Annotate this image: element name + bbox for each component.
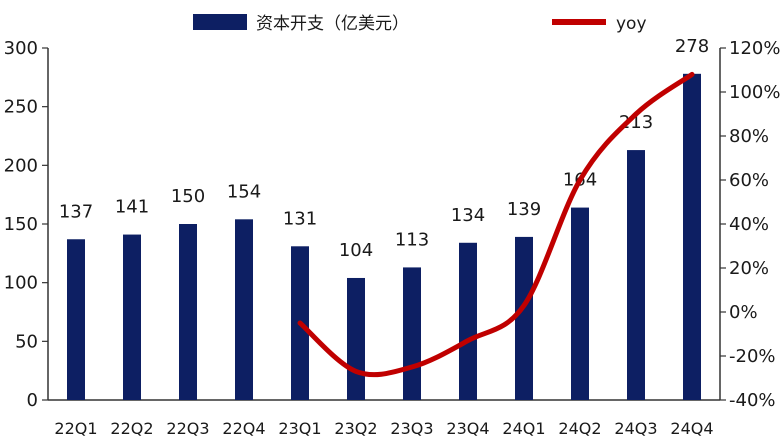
right-tick-label: 20% (729, 258, 769, 279)
bar-23Q2 (347, 277, 365, 400)
left-axis-ticks: 0 50 100 150 200 250 300 (4, 38, 48, 411)
bar-value-label: 137 (59, 201, 93, 222)
bar-22Q4 (235, 219, 253, 400)
bar-22Q3 (179, 224, 197, 400)
yoy-series (297, 71, 695, 378)
bar-23Q4 (459, 242, 477, 400)
bar-23Q3 (403, 267, 421, 400)
bar-24Q3 (627, 150, 645, 400)
category-label: 23Q1 (278, 419, 321, 438)
right-tick-label: 40% (729, 214, 769, 235)
left-tick-label: 150 (4, 214, 38, 235)
category-label: 22Q3 (166, 419, 209, 438)
category-label: 24Q3 (614, 419, 657, 438)
right-tick-label: -20% (729, 346, 776, 367)
bar-24Q2 (571, 207, 589, 400)
right-axis-ticks: -40% -20% 0% 20% 40% 60% 80% 100% 120% (720, 38, 780, 411)
bar-22Q2 (123, 234, 141, 400)
category-label: 23Q3 (390, 419, 433, 438)
bar-value-label: 139 (507, 199, 541, 220)
left-tick-label: 200 (4, 155, 38, 176)
bar-value-label: 104 (339, 240, 373, 261)
right-tick-label: 80% (729, 126, 769, 147)
bar-series (67, 73, 701, 401)
yoy-line (297, 71, 695, 378)
legend-swatch-capex (193, 14, 247, 30)
left-tick-label: 50 (15, 331, 38, 352)
category-label: 23Q4 (446, 419, 489, 438)
category-label: 22Q1 (54, 419, 97, 438)
category-label: 24Q1 (502, 419, 545, 438)
bar-value-label: 141 (115, 197, 149, 218)
right-tick-label: 60% (729, 170, 769, 191)
axes (47, 48, 721, 401)
right-tick-label: -40% (729, 390, 776, 411)
legend-label-capex: 资本开支（亿美元） (256, 14, 409, 34)
left-tick-label: 300 (4, 38, 38, 59)
right-tick-label: 100% (729, 82, 780, 103)
bar-value-label: 150 (171, 186, 205, 207)
category-label: 24Q2 (558, 419, 601, 438)
category-label: 24Q4 (670, 419, 713, 438)
right-tick-label: 0% (729, 302, 758, 323)
left-tick-label: 250 (4, 97, 38, 118)
bar-value-label: 213 (619, 112, 653, 133)
legend: 资本开支（亿美元） yoy (193, 14, 647, 34)
category-label: 23Q2 (334, 419, 377, 438)
bar-value-label: 134 (451, 205, 485, 226)
bar-24Q1 (515, 236, 533, 400)
legend-label-yoy: yoy (616, 14, 647, 34)
left-tick-label: 0 (27, 390, 38, 411)
right-tick-label: 120% (729, 38, 780, 59)
bar-value-label: 278 (675, 36, 709, 57)
bar-22Q1 (67, 239, 85, 400)
bar-24Q4 (683, 73, 701, 401)
left-tick-label: 100 (4, 273, 38, 294)
bar-value-label: 131 (283, 208, 317, 229)
bar-value-label: 113 (395, 229, 429, 250)
category-labels: 22Q1 22Q2 22Q3 22Q4 23Q1 23Q2 23Q3 23Q4 24Q1 24Q2… (54, 419, 713, 438)
category-label: 22Q2 (110, 419, 153, 438)
bar-value-label: 154 (227, 181, 261, 202)
category-label: 22Q4 (222, 419, 265, 438)
